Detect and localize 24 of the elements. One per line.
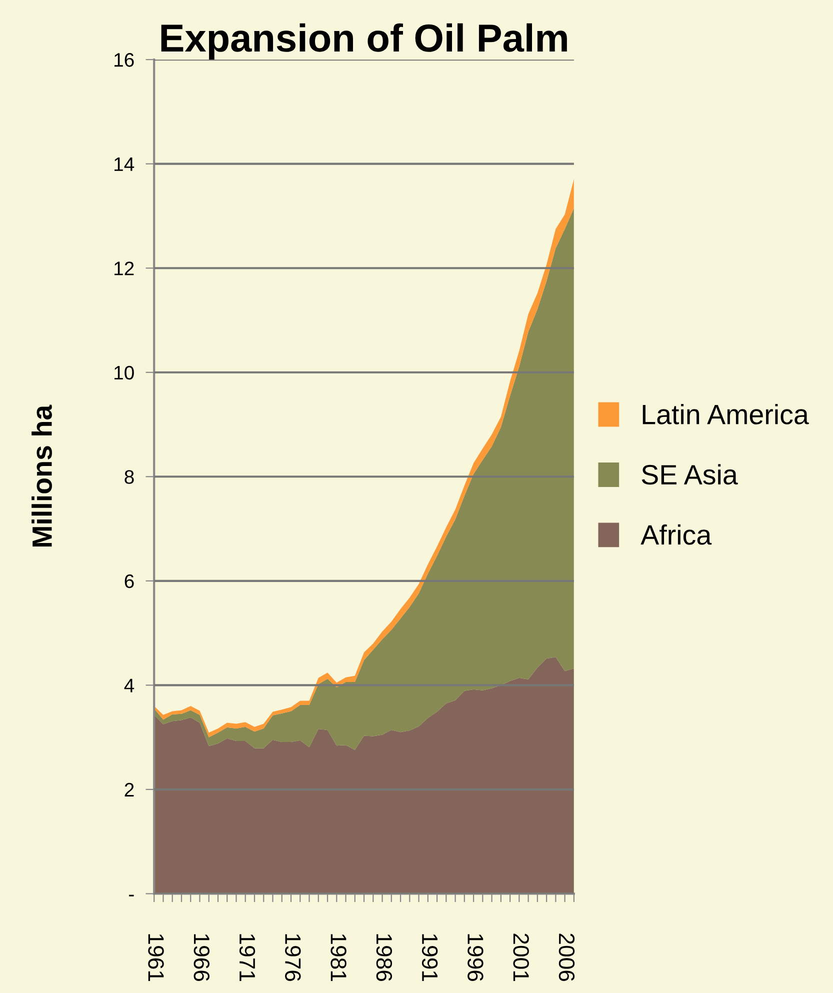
x-tick-label: 1996 bbox=[468, 934, 484, 982]
x-tick-label: 1976 bbox=[285, 934, 301, 982]
legend-label: SE Asia bbox=[642, 464, 738, 485]
y-tick-label: 2 bbox=[124, 782, 134, 796]
x-tick-label: 1991 bbox=[422, 934, 438, 981]
y-tick-label: 16 bbox=[114, 53, 134, 67]
x-tick-label: 2006 bbox=[558, 934, 575, 982]
x-tick-label: 1966 bbox=[194, 934, 210, 982]
y-tick-label: - bbox=[129, 894, 134, 896]
legend-label: Latin America bbox=[642, 404, 809, 424]
x-tick-label: 1981 bbox=[330, 934, 346, 981]
y-axis-title: Millions ha bbox=[32, 404, 52, 547]
y-tick-label: 12 bbox=[114, 262, 134, 276]
legend-label: Africa bbox=[640, 524, 712, 545]
y-tick-label: 6 bbox=[124, 574, 134, 588]
x-tick-label: 1971 bbox=[239, 934, 256, 981]
y-tick-label: 8 bbox=[124, 470, 134, 484]
x-tick-label: 1986 bbox=[376, 934, 392, 982]
x-tick-label: 2001 bbox=[513, 934, 529, 981]
x-tick-label: 1961 bbox=[148, 934, 164, 981]
y-tick-label: 10 bbox=[114, 366, 134, 380]
chart-title: Expansion of Oil Palm bbox=[161, 23, 567, 60]
y-tick-label: 4 bbox=[124, 678, 134, 692]
y-tick-label: 14 bbox=[114, 158, 134, 171]
